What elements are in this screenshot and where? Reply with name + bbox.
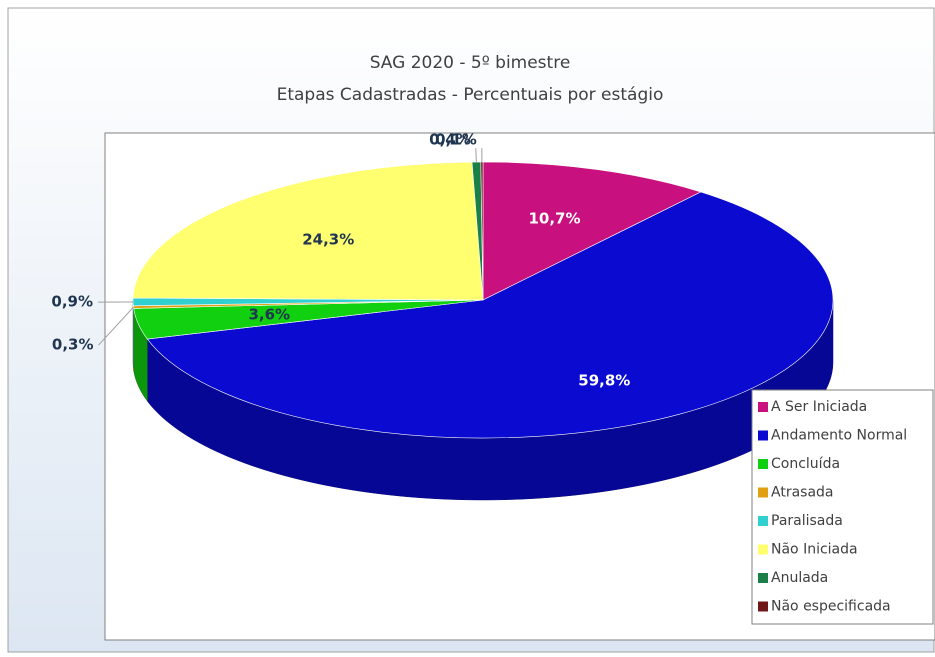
- legend-label: Anulada: [771, 570, 828, 586]
- legend-swatch: [758, 573, 768, 583]
- data-label: 24,3%: [302, 231, 354, 249]
- legend-swatch: [758, 459, 768, 469]
- data-label: 0,9%: [51, 293, 93, 311]
- chart-subtitle: Etapas Cadastradas - Percentuais por est…: [277, 85, 664, 105]
- legend-box: [752, 390, 933, 624]
- legend-label: Atrasada: [771, 485, 834, 501]
- data-label: 10,7%: [528, 210, 580, 228]
- chart-title: SAG 2020 - 5º bimestre: [370, 53, 571, 73]
- legend: A Ser Iniciada Andamento Normal Concluída A…: [752, 390, 933, 624]
- data-label: 3,6%: [248, 305, 290, 323]
- data-label: 0,1%: [435, 131, 477, 149]
- legend-label: Paralisada: [771, 513, 843, 529]
- legend-label: Não Iniciada: [771, 542, 858, 558]
- data-label: 59,8%: [578, 371, 630, 389]
- legend-swatch: [758, 431, 768, 441]
- legend-swatch: [758, 602, 768, 612]
- leader-line: [476, 148, 477, 162]
- legend-label: Andamento Normal: [771, 428, 907, 444]
- legend-label: A Ser Iniciada: [771, 399, 867, 415]
- legend-label: Concluída: [771, 456, 840, 472]
- data-label: 0,3%: [52, 336, 94, 354]
- legend-swatch: [758, 516, 768, 526]
- legend-swatch: [758, 545, 768, 555]
- legend-swatch: [758, 488, 768, 498]
- legend-label: Não especificada: [771, 599, 891, 615]
- legend-swatch: [758, 402, 768, 412]
